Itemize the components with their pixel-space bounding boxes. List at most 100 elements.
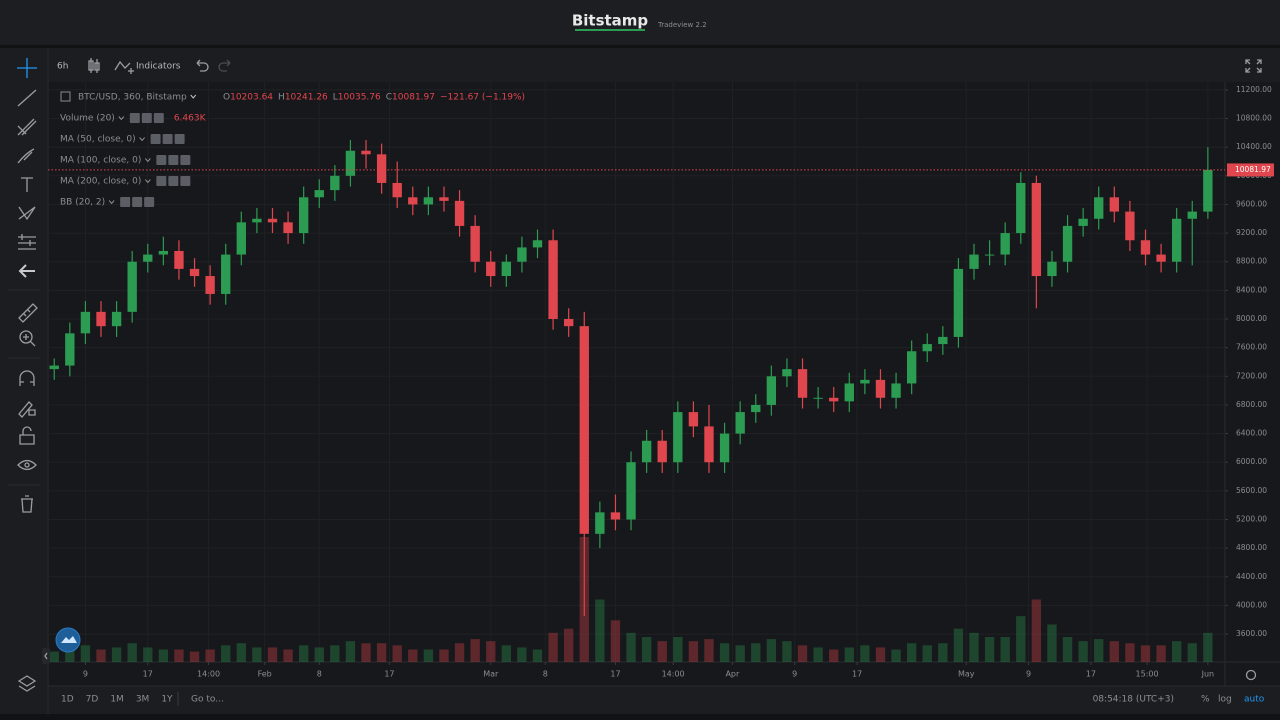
volume-bar: [813, 647, 823, 662]
range-button[interactable]: 7D: [86, 695, 99, 705]
indicator-settings[interactable]: [129, 113, 140, 123]
volume-bar: [797, 645, 808, 662]
brand[interactable]: Bitstamp: [572, 12, 649, 30]
candle-body: [96, 311, 106, 327]
undo[interactable]: [196, 59, 209, 72]
indicators-icon[interactable]: [114, 60, 134, 74]
candle-body: [891, 383, 901, 398]
volume-bar: [704, 639, 714, 662]
indicator-name[interactable]: Volume (20): [60, 114, 115, 124]
scale-option[interactable]: auto: [1244, 695, 1265, 705]
indicator-settings[interactable]: [120, 197, 131, 207]
visibility[interactable]: [17, 459, 37, 471]
lock[interactable]: [19, 426, 35, 445]
candle-body: [1171, 218, 1182, 262]
volume-bar: [189, 651, 200, 662]
volume-bar: [283, 649, 293, 662]
ohlc-key: C: [386, 93, 392, 103]
ruler[interactable]: [18, 303, 38, 323]
candle-body: [1109, 197, 1119, 212]
indicator-name[interactable]: BB (20, 2): [60, 198, 105, 208]
candle-body: [392, 182, 402, 198]
trash[interactable]: [21, 495, 33, 513]
ohlc-key: H: [278, 93, 285, 103]
redo[interactable]: [218, 59, 231, 72]
volume-bar: [267, 647, 278, 662]
ohlc-key: L: [333, 93, 338, 103]
candle-body: [969, 254, 979, 269]
goto[interactable]: Go to...: [191, 695, 224, 705]
indicator-visibility[interactable]: [132, 197, 143, 207]
volume-bar: [688, 641, 699, 662]
volume-bar: [111, 647, 122, 662]
volume-bar: [984, 637, 995, 662]
scale-option[interactable]: log: [1218, 695, 1232, 705]
range-button[interactable]: 1D: [61, 695, 74, 705]
hide-tools[interactable]: [18, 264, 35, 278]
chart-type-button[interactable]: [88, 58, 100, 73]
text-tool[interactable]: [21, 177, 33, 192]
indicator-settings[interactable]: [150, 134, 161, 144]
indicator-settings[interactable]: [156, 155, 167, 165]
header-bar: [0, 0, 1280, 45]
volume-bar: [127, 643, 137, 662]
range-button[interactable]: 3M: [136, 695, 150, 705]
indicator-visibility[interactable]: [168, 155, 179, 165]
indicator-name[interactable]: MA (100, close, 0): [60, 156, 141, 166]
brush[interactable]: [17, 148, 35, 164]
y-tick-label: 6800.00: [1236, 400, 1267, 409]
indicator-menu[interactable]: [139, 137, 145, 142]
volume-bar: [641, 637, 652, 662]
fullscreen[interactable]: [1245, 59, 1262, 73]
prediction[interactable]: [18, 234, 36, 250]
fib-tool[interactable]: [17, 118, 37, 136]
lock-drawing[interactable]: [18, 401, 36, 418]
interval[interactable]: 6h: [57, 62, 68, 72]
crosshair[interactable]: [17, 58, 37, 78]
layers[interactable]: [17, 675, 37, 692]
pattern[interactable]: [18, 206, 36, 221]
indicator-name[interactable]: MA (50, close, 0): [60, 135, 136, 145]
volume-bar: [532, 649, 543, 662]
indicator-name[interactable]: MA (200, close, 0): [60, 177, 141, 187]
indicator-menu[interactable]: [118, 116, 125, 121]
magnet[interactable]: [19, 370, 35, 386]
indicator-menu[interactable]: [108, 200, 115, 205]
trend-line[interactable]: [17, 89, 37, 107]
indicator-remove[interactable]: [153, 113, 164, 123]
collapse-tab[interactable]: [42, 648, 50, 664]
indicator-visibility[interactable]: [162, 134, 173, 144]
volume-bar: [454, 643, 465, 662]
range-button[interactable]: 1Y: [161, 695, 173, 705]
volume-bar: [657, 641, 667, 662]
volume-bar: [875, 647, 886, 662]
volume-bar: [969, 632, 979, 662]
indicator-remove[interactable]: [144, 197, 155, 207]
indicator-remove[interactable]: [174, 134, 185, 144]
candle-body: [564, 319, 574, 327]
indicator-menu[interactable]: [144, 179, 151, 184]
indicator-visibility[interactable]: [168, 176, 179, 186]
candle-body: [470, 225, 480, 262]
symbol-menu[interactable]: [190, 94, 197, 99]
x-tick-label: 9: [83, 670, 88, 679]
volume-bar: [96, 649, 106, 662]
candle-body: [376, 154, 387, 183]
indicator-settings[interactable]: [156, 176, 167, 186]
settings[interactable]: [1245, 669, 1257, 681]
volume-bar: [408, 649, 418, 662]
zoom[interactable]: [19, 330, 33, 344]
scale-option[interactable]: %: [1201, 695, 1210, 705]
indicator-visibility[interactable]: [141, 113, 152, 123]
candle-body: [486, 261, 496, 277]
indicators-button[interactable]: Indicators: [136, 62, 181, 72]
indicator-remove[interactable]: [180, 176, 191, 186]
volume-bar: [610, 620, 621, 662]
y-tick-label: 6000.00: [1236, 457, 1267, 466]
indicator-menu[interactable]: [144, 158, 151, 163]
volume-bar: [221, 645, 231, 662]
indicator-remove[interactable]: [180, 155, 191, 165]
volume-bar: [1171, 641, 1182, 662]
ohlc-value: 10035.76: [338, 93, 381, 103]
range-button[interactable]: 1M: [110, 695, 124, 705]
